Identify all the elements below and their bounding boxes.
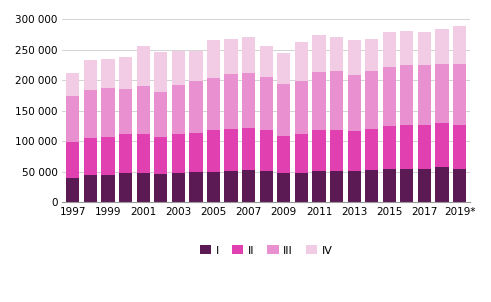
Bar bbox=[382, 67, 396, 127]
Bar bbox=[136, 134, 150, 173]
Bar bbox=[295, 42, 308, 81]
Bar bbox=[453, 26, 466, 64]
Bar bbox=[190, 51, 202, 81]
Bar bbox=[207, 78, 220, 130]
Bar bbox=[330, 130, 343, 171]
Bar bbox=[190, 172, 202, 202]
Bar bbox=[136, 47, 150, 85]
Bar bbox=[400, 66, 413, 125]
Bar bbox=[224, 171, 238, 202]
Bar bbox=[453, 125, 466, 169]
Bar bbox=[418, 169, 431, 202]
Bar bbox=[400, 125, 413, 169]
Bar bbox=[277, 136, 290, 173]
Bar bbox=[102, 88, 114, 137]
Bar bbox=[348, 171, 361, 202]
Bar bbox=[382, 32, 396, 67]
Bar bbox=[330, 37, 343, 71]
Bar bbox=[66, 73, 80, 96]
Bar bbox=[154, 174, 167, 202]
Bar bbox=[260, 47, 273, 77]
Bar bbox=[312, 130, 326, 171]
Bar bbox=[312, 72, 326, 130]
Bar bbox=[66, 178, 80, 202]
Bar bbox=[242, 37, 255, 73]
Bar bbox=[172, 85, 185, 134]
Bar bbox=[365, 170, 378, 202]
Bar bbox=[242, 128, 255, 170]
Bar bbox=[260, 171, 273, 202]
Bar bbox=[84, 138, 97, 175]
Bar bbox=[172, 173, 185, 202]
Bar bbox=[66, 96, 80, 142]
Bar bbox=[436, 167, 449, 202]
Bar bbox=[207, 40, 220, 78]
Bar bbox=[119, 134, 132, 173]
Bar bbox=[348, 40, 361, 75]
Bar bbox=[312, 35, 326, 72]
Bar bbox=[242, 170, 255, 202]
Bar bbox=[295, 134, 308, 173]
Bar bbox=[66, 142, 80, 178]
Bar bbox=[277, 53, 290, 84]
Bar bbox=[418, 125, 431, 169]
Bar bbox=[119, 57, 132, 88]
Bar bbox=[400, 31, 413, 66]
Bar bbox=[154, 52, 167, 92]
Bar bbox=[84, 60, 97, 90]
Bar bbox=[84, 90, 97, 138]
Bar bbox=[453, 64, 466, 125]
Bar bbox=[277, 84, 290, 136]
Bar bbox=[365, 39, 378, 71]
Bar bbox=[365, 71, 378, 129]
Bar bbox=[242, 73, 255, 128]
Bar bbox=[136, 85, 150, 134]
Bar bbox=[260, 77, 273, 130]
Bar bbox=[207, 172, 220, 202]
Bar bbox=[119, 88, 132, 134]
Bar bbox=[382, 127, 396, 169]
Bar bbox=[172, 134, 185, 173]
Bar bbox=[436, 63, 449, 124]
Bar bbox=[348, 131, 361, 171]
Bar bbox=[295, 81, 308, 134]
Bar bbox=[224, 129, 238, 171]
Bar bbox=[102, 59, 114, 88]
Bar bbox=[382, 169, 396, 202]
Bar bbox=[84, 175, 97, 202]
Bar bbox=[190, 133, 202, 172]
Bar bbox=[418, 32, 431, 66]
Bar bbox=[154, 92, 167, 137]
Bar bbox=[224, 74, 238, 129]
Bar bbox=[136, 173, 150, 202]
Bar bbox=[312, 171, 326, 202]
Bar bbox=[295, 173, 308, 202]
Bar bbox=[102, 137, 114, 175]
Bar bbox=[207, 130, 220, 172]
Bar bbox=[365, 129, 378, 170]
Bar bbox=[224, 39, 238, 74]
Legend: I, II, III, IV: I, II, III, IV bbox=[195, 241, 337, 260]
Bar bbox=[330, 171, 343, 202]
Bar bbox=[277, 173, 290, 202]
Bar bbox=[348, 75, 361, 131]
Bar bbox=[190, 81, 202, 133]
Bar bbox=[436, 124, 449, 167]
Bar bbox=[453, 169, 466, 202]
Bar bbox=[418, 66, 431, 125]
Bar bbox=[260, 130, 273, 171]
Bar bbox=[330, 71, 343, 130]
Bar bbox=[436, 29, 449, 63]
Bar bbox=[119, 173, 132, 202]
Bar bbox=[102, 175, 114, 202]
Bar bbox=[154, 137, 167, 174]
Bar bbox=[400, 169, 413, 202]
Bar bbox=[172, 51, 185, 85]
